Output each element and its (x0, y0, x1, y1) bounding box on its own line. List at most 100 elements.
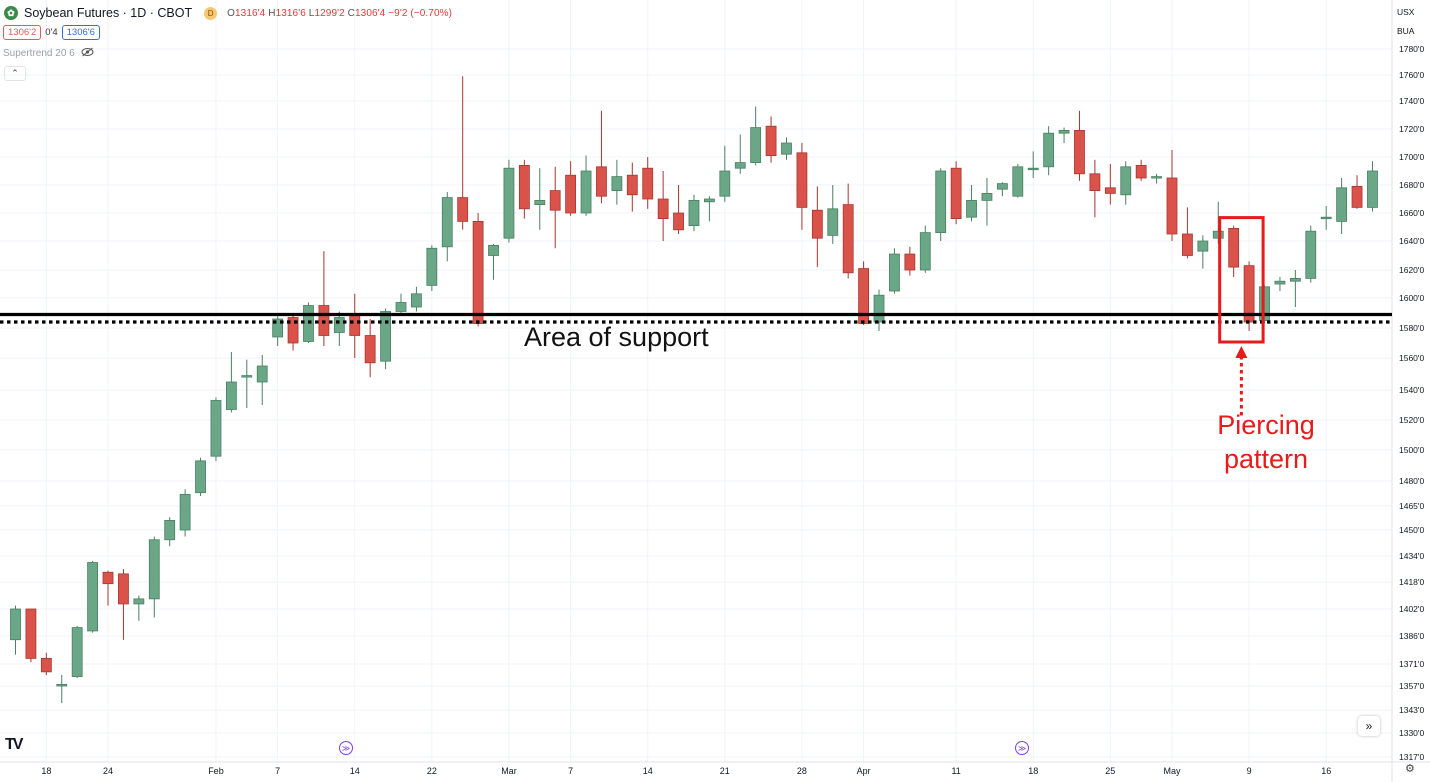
candle-body (626, 174, 638, 196)
candle-body (781, 142, 792, 155)
candle (472, 213, 484, 327)
candle-body (657, 198, 669, 220)
candle-body (1336, 187, 1348, 222)
candle (349, 293, 361, 358)
candle-body (56, 684, 68, 687)
time-tick-label: 7 (568, 766, 573, 776)
symbol-header: ✿ Soybean Futures · 1D · CBOT D O1316'4 … (4, 4, 452, 22)
candle-body (1320, 216, 1332, 220)
tradingview-logo[interactable]: TV (5, 736, 24, 753)
candle (1274, 277, 1286, 291)
candle (996, 182, 1008, 197)
close-value: 1306'4 (355, 7, 386, 19)
candle (71, 625, 83, 679)
candle-body (565, 174, 577, 214)
candle (781, 137, 792, 160)
sell-button[interactable]: 1306'2 (3, 25, 42, 40)
candle-body (287, 317, 299, 344)
currency-label[interactable]: USX (1397, 7, 1415, 17)
soybean-leaf-icon: ✿ (4, 6, 18, 20)
high-label: H (268, 7, 276, 19)
candle (333, 311, 345, 346)
time-tick-label: May (1163, 766, 1181, 776)
candle (318, 251, 330, 346)
candle (688, 194, 700, 232)
candle (1166, 150, 1178, 241)
candle (657, 171, 669, 241)
candle-body (10, 608, 21, 641)
candle (1012, 164, 1024, 198)
dividend-arrow-icon[interactable]: ≫ (339, 741, 353, 755)
candle-body (981, 192, 993, 201)
candle (919, 225, 931, 273)
chevron-up-icon[interactable]: ⌃ (4, 66, 26, 81)
price-tick-label: 1580'0 (1399, 323, 1425, 333)
price-tick-label: 1700'0 (1399, 152, 1425, 162)
candle (904, 246, 916, 276)
piercing-annotation: Piercing pattern (1196, 408, 1336, 476)
candle (1058, 127, 1070, 143)
candle-body (904, 253, 916, 271)
candle (1151, 173, 1162, 184)
dividend-arrow-icon[interactable]: ≫ (1015, 741, 1029, 755)
candle (272, 313, 284, 346)
candle (210, 397, 222, 461)
price-tick-label: 1660'0 (1399, 208, 1425, 218)
price-tick-label: 1540'0 (1399, 385, 1425, 395)
indicator-label: Supertrend 20 6 (3, 48, 75, 59)
eye-slash-icon[interactable] (81, 47, 94, 60)
candle-body (272, 318, 284, 338)
candle-body (750, 127, 762, 163)
gear-icon[interactable]: ⚙ (1405, 763, 1415, 775)
candle (842, 183, 854, 279)
candle-body (873, 294, 885, 323)
candle (1305, 225, 1317, 283)
symbol-title[interactable]: Soybean Futures · 1D · CBOT (24, 6, 193, 20)
spread-value: 0'4 (45, 27, 58, 38)
candle-body (118, 573, 129, 605)
candle (580, 155, 592, 216)
candle-body (734, 162, 746, 169)
candle (411, 286, 422, 312)
candle (1228, 225, 1240, 277)
candle-body (71, 627, 83, 677)
candle (457, 76, 469, 230)
price-tick-label: 1434'0 (1399, 551, 1425, 561)
time-axis[interactable]: 18 24 Feb 7 14 22 Mar 7 14 21 28 Apr 11 18 25 May 9 16 (41, 766, 1331, 776)
candle (87, 560, 98, 633)
candle (518, 159, 530, 219)
candle (549, 166, 561, 249)
indicator-legend[interactable]: Supertrend 20 6 (3, 47, 94, 60)
candle-body (488, 244, 499, 256)
candle-body (102, 571, 114, 585)
candle (56, 675, 68, 704)
candle (642, 157, 654, 209)
candle-body (364, 335, 376, 364)
candle-body (1305, 230, 1317, 279)
time-tick-label: Mar (501, 766, 517, 776)
time-tick-label: 18 (41, 766, 51, 776)
delayed-data-badge[interactable]: D (204, 6, 218, 20)
price-axis[interactable]: 1317'0 1330'0 1343'0 1357'0 1371'0 1386'0 1402… (1399, 44, 1425, 762)
candle (1120, 161, 1132, 205)
unit-label[interactable]: BUA (1397, 26, 1415, 36)
candle (565, 161, 577, 216)
price-tick-label: 1386'0 (1399, 631, 1425, 641)
candle (966, 185, 977, 222)
piercing-annotation-line1: Piercing (1217, 410, 1315, 440)
candle (1367, 161, 1378, 212)
price-tick-label: 1465'0 (1399, 501, 1425, 511)
price-tick-label: 1402'0 (1399, 604, 1425, 614)
candle (626, 162, 638, 212)
buy-button[interactable]: 1306'6 (61, 25, 100, 40)
candle (1074, 110, 1085, 181)
candle (10, 605, 21, 655)
candle-body (1182, 233, 1193, 256)
candle (488, 243, 499, 280)
double-chevron-right-icon[interactable]: » (1358, 716, 1380, 736)
candle-body (966, 199, 977, 218)
candle (981, 178, 993, 226)
time-tick-label: 11 (951, 766, 960, 776)
candle-body (1289, 277, 1301, 282)
